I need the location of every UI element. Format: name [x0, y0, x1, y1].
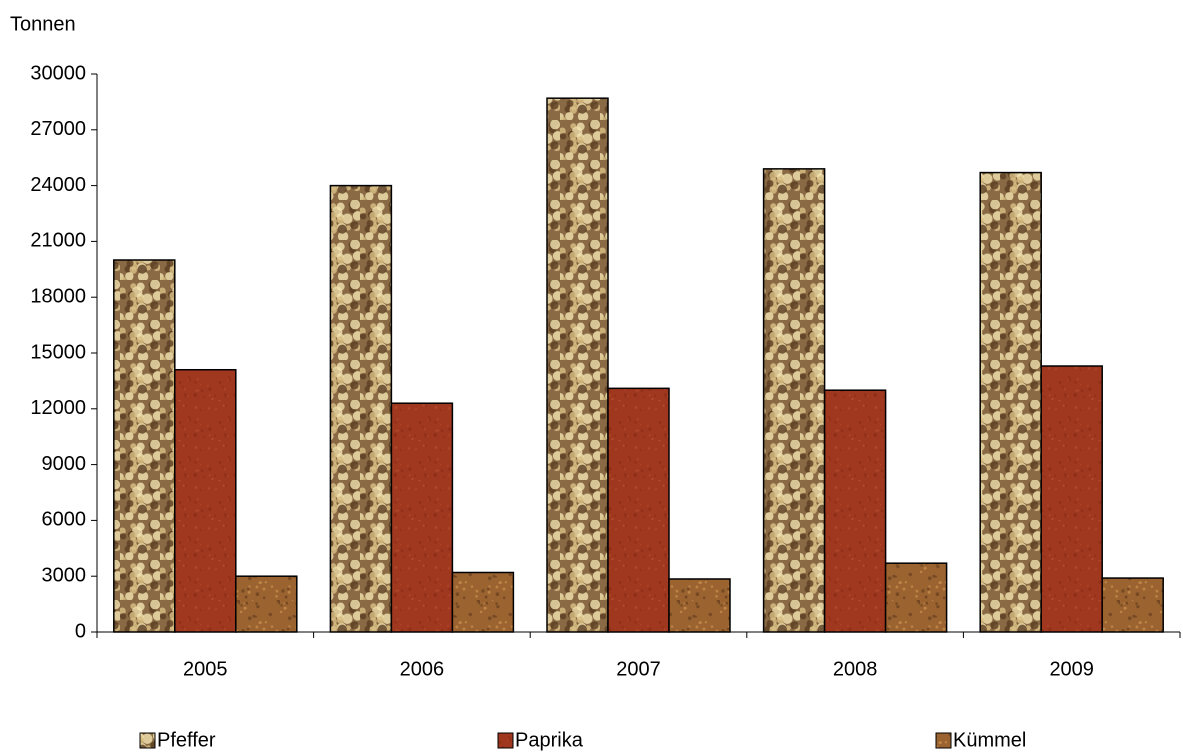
- bar: [607, 387, 670, 633]
- x-tick-label: 2006: [400, 658, 445, 680]
- y-tick-label: 9000: [42, 453, 87, 475]
- legend-label: Paprika: [515, 729, 584, 751]
- x-tick-label: 2005: [183, 658, 228, 680]
- y-axis-label: Tonnen: [10, 13, 76, 35]
- y-tick-label: 27000: [30, 118, 86, 140]
- x-tick-label: 2007: [616, 658, 661, 680]
- legend-swatch: [497, 732, 514, 749]
- bar: [174, 368, 237, 633]
- bar: [1101, 577, 1164, 633]
- bar: [546, 97, 609, 633]
- x-tick-label: 2008: [833, 658, 878, 680]
- y-tick-label: 15000: [30, 341, 86, 363]
- bar: [1040, 365, 1103, 633]
- y-tick-label: 3000: [42, 564, 87, 586]
- legend-label: Kümmel: [953, 729, 1026, 751]
- bar: [329, 184, 393, 633]
- bar: [668, 578, 731, 633]
- bar: [390, 402, 454, 633]
- legend-swatch: [935, 732, 952, 749]
- bar: [884, 562, 948, 633]
- legend-swatch: [139, 732, 156, 749]
- y-tick-label: 21000: [30, 230, 86, 252]
- y-tick-label: 30000: [30, 62, 86, 84]
- bar: [762, 168, 826, 633]
- y-tick-label: 24000: [30, 174, 86, 196]
- legend-label: Pfeffer: [157, 729, 216, 751]
- y-tick-label: 12000: [30, 397, 86, 419]
- bar: [235, 575, 298, 633]
- y-tick-label: 18000: [30, 285, 86, 307]
- bar: [451, 571, 515, 633]
- bar: [113, 259, 176, 633]
- y-tick-label: 6000: [42, 509, 87, 531]
- x-tick-label: 2009: [1049, 658, 1094, 680]
- bar: [979, 171, 1042, 633]
- y-tick-label: 0: [75, 620, 86, 642]
- bar: [823, 389, 887, 633]
